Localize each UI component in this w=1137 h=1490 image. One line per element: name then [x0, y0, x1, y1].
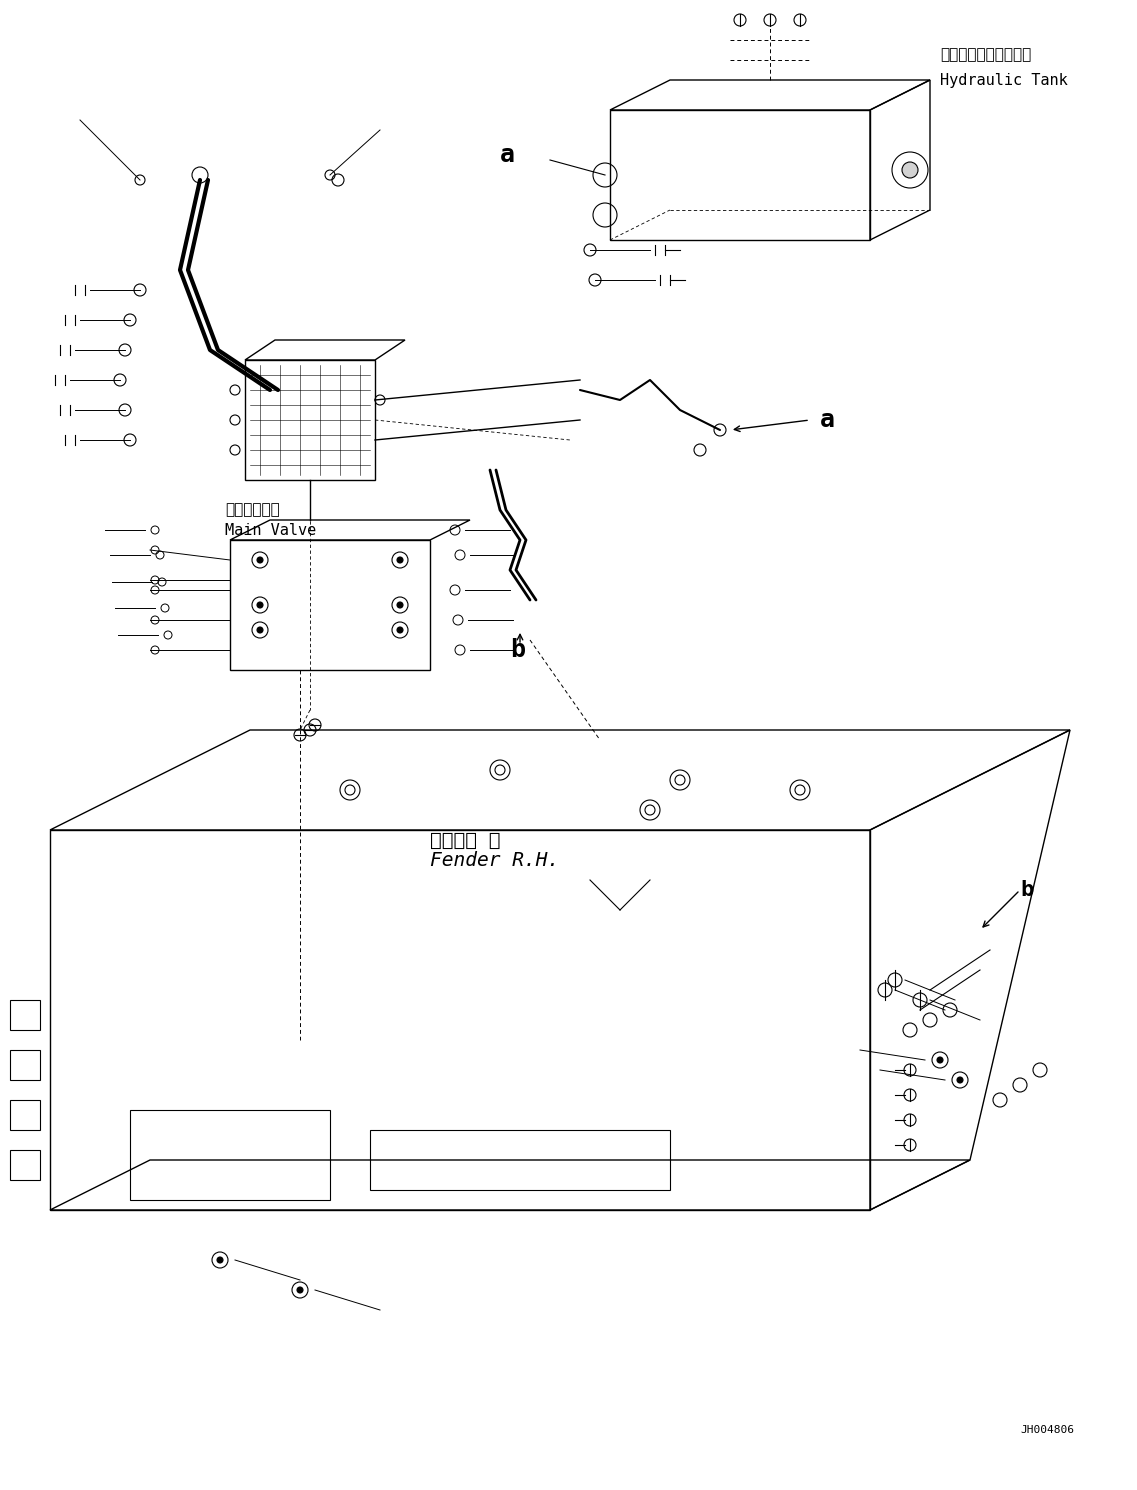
Text: a: a: [500, 143, 515, 167]
Text: ハイドロリックタンク: ハイドロリックタンク: [940, 48, 1031, 63]
Text: a: a: [820, 408, 835, 432]
Circle shape: [902, 162, 918, 177]
Text: メインバルブ: メインバルブ: [225, 502, 280, 517]
Circle shape: [345, 785, 355, 796]
Circle shape: [397, 627, 402, 633]
Circle shape: [957, 1077, 963, 1083]
Text: フェンダ 右: フェンダ 右: [430, 830, 500, 849]
Circle shape: [257, 627, 263, 633]
Circle shape: [397, 557, 402, 563]
Circle shape: [217, 1258, 223, 1264]
Text: b: b: [1020, 881, 1034, 900]
Circle shape: [257, 602, 263, 608]
Circle shape: [645, 805, 655, 815]
Text: Hydraulic Tank: Hydraulic Tank: [940, 73, 1068, 88]
Text: Main Valve: Main Valve: [225, 523, 316, 538]
Text: Fender R.H.: Fender R.H.: [430, 851, 559, 870]
Text: b: b: [511, 638, 525, 662]
Circle shape: [675, 775, 684, 785]
Text: JH004806: JH004806: [1020, 1424, 1074, 1435]
Circle shape: [257, 557, 263, 563]
Circle shape: [397, 602, 402, 608]
Circle shape: [795, 785, 805, 796]
Circle shape: [495, 764, 505, 775]
Circle shape: [297, 1287, 302, 1293]
Circle shape: [937, 1056, 943, 1062]
